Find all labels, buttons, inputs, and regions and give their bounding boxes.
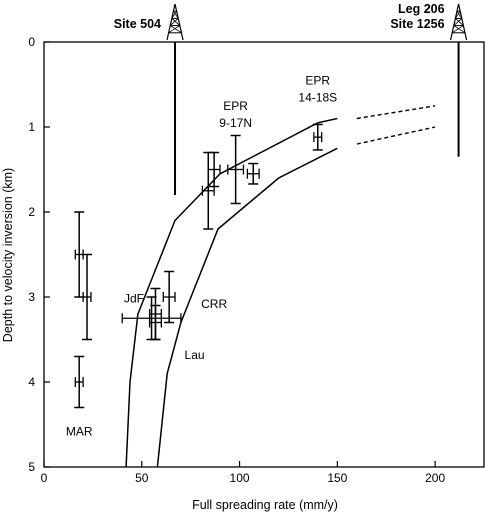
x-tick-label: 150 [327,471,347,485]
region-label: CRR [201,297,227,311]
trend-curves [125,105,436,468]
data-point [201,151,215,230]
data-point [74,355,85,409]
trend-curve [125,117,338,468]
region-label: 9-17N [219,116,252,130]
trend-curve [156,147,338,468]
derrick-brace [453,18,463,26]
derrick-leg [449,3,460,41]
region-label: EPR [305,73,330,87]
y-tick-label: 3 [28,290,35,304]
data-point [312,123,323,151]
data-point [227,134,245,205]
region-labels: EPR 14-18S EPR 9-17N JdF CRR Lau MAR [66,73,337,438]
site-marker: Site 504 [114,3,184,195]
derrick-brace [173,10,179,19]
site-label: Leg 206 [398,2,445,16]
extrapolated-curve [356,126,436,145]
axis-ticks: 0 50 100 150 200 0 1 2 3 4 5 [28,35,445,485]
x-axis-label: Full spreading rate (mm/y) [192,498,338,512]
region-label: MAR [66,424,93,438]
derrick-brace [171,18,181,26]
derrick-brace [455,18,464,26]
region-label: Lau [185,348,205,362]
data-point [162,270,176,324]
y-tick-label: 4 [28,375,35,389]
y-axis-label: Depth to velocity inversion (km) [1,168,15,342]
derrick-brace [170,25,182,34]
derrick-brace [455,10,461,19]
x-tick-label: 50 [135,471,149,485]
plot-frame [43,41,485,468]
data-point [121,296,182,341]
y-tick-label: 2 [28,205,35,219]
plot-area-border [43,41,485,468]
data-point [207,151,221,188]
derrick-brace [171,10,177,19]
y-tick-label: 0 [28,35,35,49]
derrick-brace [168,25,181,34]
site-label: Site 1256 [390,17,444,31]
derrick-leg [174,3,184,41]
y-tick-label: 1 [28,120,35,134]
region-label: JdF [124,292,144,306]
region-label: 14-18S [298,90,337,104]
data-point [246,162,260,185]
derrick-brace [169,18,179,26]
derrick-brace [451,25,464,34]
derrick-brace [456,10,463,19]
derrick-brace [453,25,466,34]
extrapolated-curve [356,105,436,120]
data-points [74,123,323,409]
x-tick-label: 100 [230,471,250,485]
derrick-leg [457,3,468,41]
y-tick-label: 5 [28,460,35,474]
region-label: EPR [223,99,248,113]
site-label: Site 504 [114,17,161,31]
data-point [82,253,93,341]
derrick-leg [166,3,176,41]
x-tick-label: 200 [425,471,445,485]
x-tick-label: 0 [41,471,48,485]
